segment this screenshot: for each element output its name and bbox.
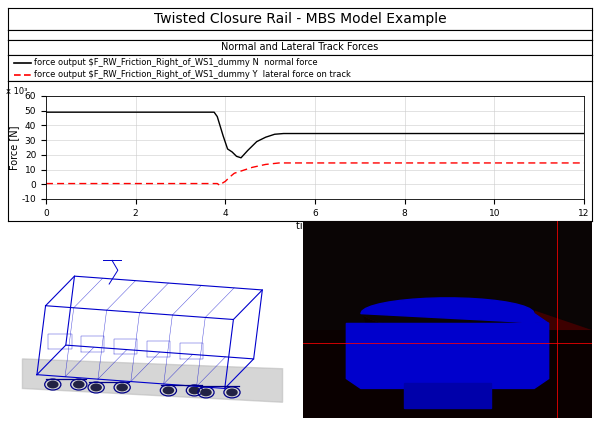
Circle shape <box>188 386 200 394</box>
Polygon shape <box>22 359 283 402</box>
Circle shape <box>91 383 102 391</box>
Circle shape <box>200 389 212 396</box>
Circle shape <box>47 380 59 389</box>
Text: Normal and Lateral Track Forces: Normal and Lateral Track Forces <box>221 43 379 52</box>
Circle shape <box>116 383 128 391</box>
Polygon shape <box>346 298 548 389</box>
Circle shape <box>226 389 238 396</box>
Circle shape <box>73 380 85 389</box>
Polygon shape <box>303 221 592 329</box>
Text: force output $F_RW_Friction_Right_of_WS1_dummy N  normal force: force output $F_RW_Friction_Right_of_WS1… <box>34 58 318 67</box>
Polygon shape <box>303 221 592 329</box>
Circle shape <box>163 386 174 394</box>
Polygon shape <box>303 221 592 329</box>
Polygon shape <box>404 383 491 408</box>
Text: force output $F_RW_Friction_Right_of_WS1_dummy Y  lateral force on track: force output $F_RW_Friction_Right_of_WS1… <box>34 70 351 79</box>
Text: Twisted Closure Rail - MBS Model Example: Twisted Closure Rail - MBS Model Example <box>154 12 446 26</box>
Polygon shape <box>303 221 592 418</box>
